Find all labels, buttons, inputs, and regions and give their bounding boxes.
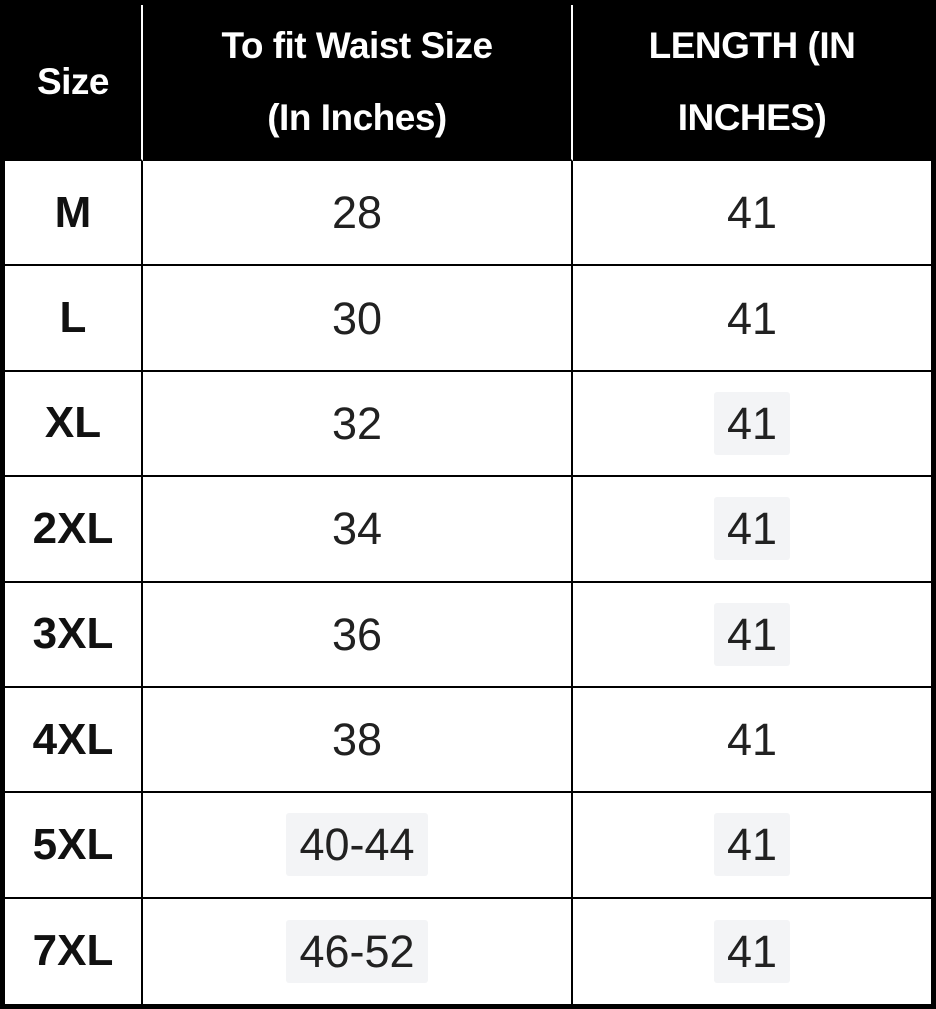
length-cell: 41 [573, 266, 931, 372]
waist-cell: 46-52 [143, 898, 573, 1004]
waist-value: 28 [331, 187, 383, 239]
length-value: 41 [713, 497, 791, 561]
size-cell: 7XL [5, 898, 143, 1004]
size-label: 2XL [32, 503, 114, 553]
length-value: 41 [713, 919, 791, 983]
length-cell: 41 [573, 161, 931, 267]
waist-column-header-line1: To fit Waist Size [221, 25, 493, 66]
waist-cell: 38 [143, 687, 573, 794]
size-cell: 3XL [5, 582, 143, 688]
size-column-header: Size [36, 61, 110, 102]
waist-cell: 40-44 [143, 793, 573, 899]
size-label: 4XL [32, 714, 114, 764]
size-cell: M [5, 161, 143, 267]
waist-value: 32 [331, 397, 383, 449]
size-label: 7XL [32, 926, 114, 976]
length-value: 41 [726, 187, 778, 239]
waist-value: 40-44 [286, 813, 428, 877]
waist-cell: 30 [143, 266, 573, 372]
length-value: 41 [713, 602, 791, 666]
size-cell: L [5, 266, 143, 372]
waist-value: 38 [331, 714, 383, 766]
header-waist-cell: To fit Waist Size (In Inches) [143, 5, 573, 161]
waist-cell: 34 [143, 477, 573, 583]
waist-column-header-line2: (In Inches) [267, 97, 447, 138]
waist-value: 36 [331, 608, 383, 660]
waist-cell: 36 [143, 582, 573, 688]
size-cell: 5XL [5, 793, 143, 899]
length-cell: 41 [573, 371, 931, 478]
size-label: XL [44, 398, 102, 448]
size-label: 3XL [32, 609, 114, 659]
size-label: M [54, 187, 92, 237]
length-value: 41 [726, 714, 778, 766]
size-cell: XL [5, 371, 143, 478]
header-size-cell: Size [5, 5, 143, 161]
length-column-header-line1: LENGTH (IN [648, 25, 856, 66]
waist-value: 34 [331, 503, 383, 555]
length-value: 41 [726, 292, 778, 344]
length-value: 41 [713, 391, 791, 455]
length-cell: 41 [573, 898, 931, 1004]
size-cell: 4XL [5, 687, 143, 794]
waist-cell: 32 [143, 371, 573, 478]
size-label: L [59, 293, 87, 343]
waist-value: 30 [331, 292, 383, 344]
length-cell: 41 [573, 477, 931, 583]
length-value: 41 [713, 813, 791, 877]
size-label: 5XL [32, 819, 114, 869]
length-cell: 41 [573, 582, 931, 688]
length-column-header-line2: INCHES) [677, 97, 827, 138]
waist-value: 46-52 [286, 919, 428, 983]
waist-cell: 28 [143, 161, 573, 267]
header-length-cell: LENGTH (IN INCHES) [573, 5, 931, 161]
length-cell: 41 [573, 687, 931, 794]
length-cell: 41 [573, 793, 931, 899]
size-cell: 2XL [5, 477, 143, 583]
